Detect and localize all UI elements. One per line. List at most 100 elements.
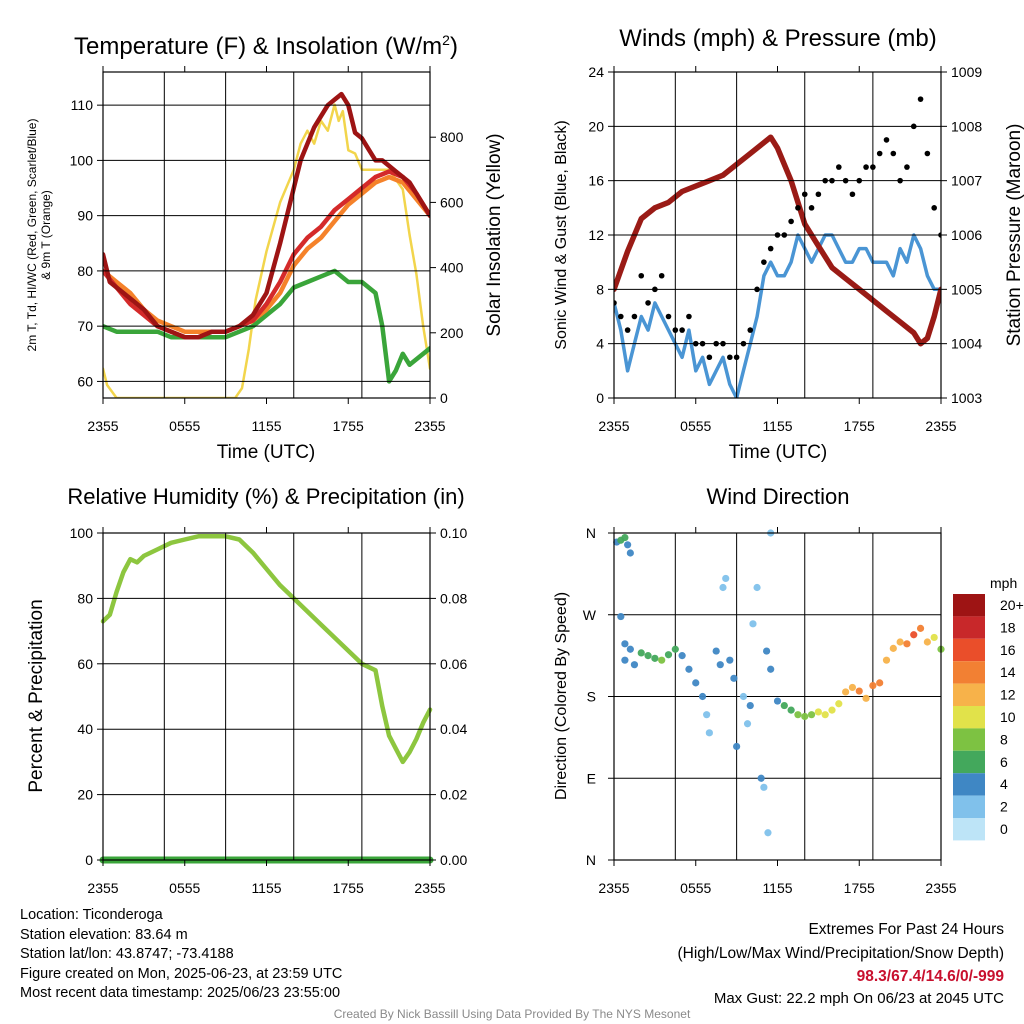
series-heat_index [103, 91, 430, 340]
direction-point [862, 694, 870, 702]
x-tick-label: 1755 [844, 418, 875, 434]
y-tick-label: 80 [77, 263, 93, 279]
colorbar-label: 18 [1000, 619, 1016, 635]
y2-tick-label: 600 [440, 194, 464, 210]
direction-point [896, 638, 904, 646]
y2-tick-label: 1008 [951, 118, 982, 134]
y2-tick-label: 1003 [951, 390, 982, 406]
colorbar-label: 2 [1000, 799, 1008, 815]
x-tick-label: 1155 [762, 418, 792, 434]
colorbar-swatch [953, 616, 985, 639]
direction-point [730, 674, 738, 682]
direction-point [930, 633, 938, 642]
direction-point [764, 829, 772, 837]
direction-point [807, 711, 816, 719]
x-tick-label: 0555 [169, 880, 200, 896]
direction-point [712, 647, 720, 655]
y2-tick-label: 1009 [951, 64, 982, 80]
gust-point [761, 259, 767, 265]
extremes-values: 98.3/67.4/14.6/0/-999 [856, 968, 1004, 985]
direction-point [801, 712, 809, 721]
colorbar-swatch [953, 795, 985, 818]
direction-point [626, 645, 634, 653]
gust-point [904, 164, 910, 170]
direction-point [678, 652, 686, 660]
temp-xlabel: Time (UTC) [217, 442, 316, 463]
gust-point [788, 218, 794, 225]
direction-point [821, 711, 829, 719]
colorbar-swatch [953, 683, 985, 706]
series-pressure [614, 134, 941, 347]
colorbar-label: 16 [1000, 642, 1016, 658]
direction-point [637, 649, 645, 657]
x-tick-label: 2355 [925, 418, 956, 434]
colorbar-swatch [953, 706, 985, 729]
colorbar-label: 14 [1000, 664, 1016, 680]
colorbar-label: 12 [1000, 687, 1016, 703]
direction-point [760, 783, 768, 791]
x-tick-label: 0555 [680, 418, 711, 434]
direction-point [767, 665, 775, 673]
direction-point [716, 661, 724, 669]
y-tick-label: 100 [70, 152, 94, 168]
x-tick-label: 1155 [762, 880, 792, 896]
wind-xlabel: Time (UTC) [729, 442, 828, 463]
direction-point [722, 574, 730, 583]
max-gust: Max Gust: 22.2 mph On 06/23 at 2045 UTC [713, 990, 1004, 1007]
temp-data-layer [103, 91, 430, 398]
direction-point [869, 682, 877, 690]
direction-point [698, 692, 707, 701]
y2-tick-label: 1006 [951, 227, 982, 243]
direction-point [814, 708, 822, 716]
direction-point [685, 665, 693, 673]
gust-point [679, 327, 685, 333]
gust-point [747, 327, 754, 333]
station-latlon: Station lat/lon: 43.8747; -73.4188 [20, 946, 234, 963]
series-insolation [103, 103, 430, 398]
credit-line: Created By Nick Bassill Using Data Provi… [333, 1007, 691, 1021]
gust-point [924, 150, 931, 157]
temp-y2label: Solar Insolation (Yellow) [484, 133, 505, 336]
gust-point [665, 313, 672, 320]
direction-point [624, 541, 632, 549]
gust-point [638, 272, 645, 279]
gust-point [624, 327, 631, 333]
direction-point [739, 692, 748, 701]
x-tick-label: 1155 [251, 880, 281, 896]
wind-data-layer [614, 96, 941, 398]
wind-panel-title: Winds (mph) & Pressure (mb) [619, 25, 936, 52]
y-tick-label: 20 [77, 787, 93, 803]
gust-point [890, 150, 897, 157]
y2-tick-label: 200 [440, 325, 464, 341]
colorbar-label: 4 [1000, 776, 1008, 792]
direction-point [651, 654, 659, 662]
x-tick-label: 2355 [87, 418, 118, 434]
x-tick-label: 0555 [169, 418, 200, 434]
extremes-subtitle: (High/Low/Max Wind/Precipitation/Snow De… [677, 945, 1005, 962]
station-info: Location: Ticonderoga Station elevation:… [20, 906, 342, 1004]
y-tick-label: 110 [71, 97, 94, 113]
gust-point [727, 354, 733, 361]
direction-point [743, 720, 752, 728]
colorbar-label: 10 [1000, 709, 1016, 725]
direction-point [923, 638, 931, 646]
x-tick-label: 2355 [414, 880, 445, 896]
y-tick-label: 4 [596, 336, 604, 352]
direction-point [617, 612, 625, 621]
series-temp_9m [103, 174, 430, 334]
gust-point [658, 272, 665, 279]
direction-point [626, 549, 634, 557]
y-tick-label: 12 [588, 227, 604, 243]
direction-point [671, 645, 679, 653]
direction-tick-label: S [587, 689, 596, 705]
direction-point [703, 711, 711, 719]
y-tick-label: 100 [70, 525, 94, 541]
colorbar-label: 6 [1000, 754, 1008, 770]
series-humidity [100, 534, 433, 765]
station-location: Location: Ticonderoga [20, 907, 163, 923]
gust-point [631, 313, 638, 320]
colorbar-unit: mph [990, 575, 1017, 591]
direction-point [876, 679, 884, 687]
gust-point [706, 354, 713, 361]
